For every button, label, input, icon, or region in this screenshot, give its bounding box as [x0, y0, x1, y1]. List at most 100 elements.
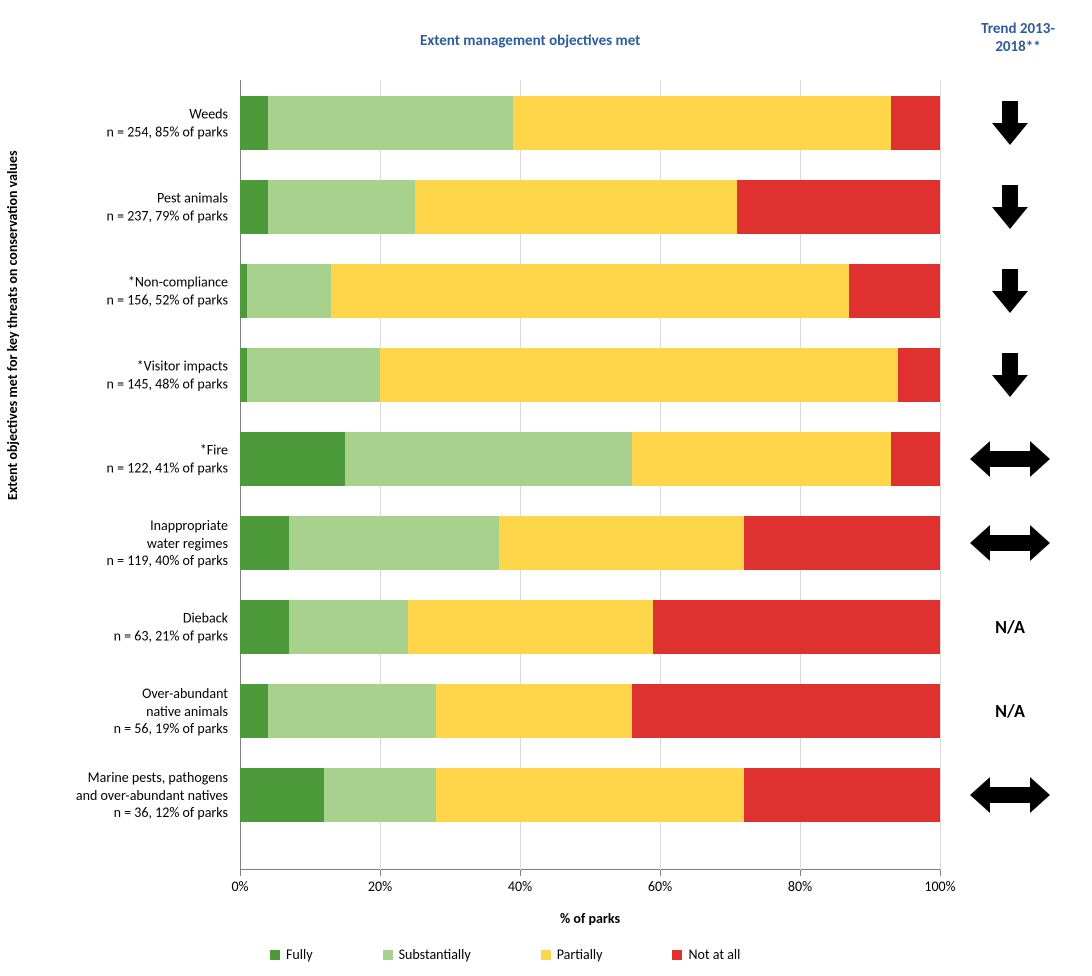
- bar-segment-partially: [499, 516, 744, 570]
- legend-item-partially: Partially: [541, 946, 603, 963]
- bar-segment-fully: [240, 768, 324, 822]
- legend-label-fully: Fully: [286, 946, 313, 963]
- bar-segment-substantially: [289, 600, 408, 654]
- legend-swatch-substantially: [383, 950, 393, 960]
- legend-item-fully: Fully: [270, 946, 313, 963]
- bar-segment-partially: [436, 768, 744, 822]
- trend-stable-icon: [960, 523, 1060, 563]
- trend-down-icon: [960, 267, 1060, 315]
- stacked-bar: [240, 684, 940, 738]
- trend-stable-icon: [960, 439, 1060, 479]
- x-tick-label: 0%: [231, 878, 248, 895]
- row-label: Over-abundantnative animalsn = 56, 19% o…: [18, 685, 228, 738]
- legend: Fully Substantially Partially Not at all: [270, 946, 740, 963]
- chart-title: Extent management objectives met: [420, 32, 640, 50]
- legend-swatch-not-at-all: [672, 950, 682, 960]
- chart-row: Marine pests, pathogensand over-abundant…: [240, 768, 940, 822]
- row-label: Diebackn = 63, 21% of parks: [18, 610, 228, 645]
- bar-segment-partially: [632, 432, 891, 486]
- stacked-bar: [240, 348, 940, 402]
- bar-segment-substantially: [268, 180, 415, 234]
- trend-column-header: Trend 2013-2018**: [968, 20, 1068, 56]
- bar-segment-partially: [436, 684, 632, 738]
- plot-area: % of parks 0%20%40%60%80%100%Weedsn = 25…: [240, 80, 940, 870]
- chart-row: Diebackn = 63, 21% of parks: [240, 600, 940, 654]
- stacked-bar: [240, 516, 940, 570]
- x-tick-label: 80%: [788, 878, 812, 895]
- x-tick-mark: [660, 870, 661, 876]
- x-tick-label: 20%: [368, 878, 392, 895]
- bar-segment-partially: [415, 180, 737, 234]
- bar-segment-fully: [240, 516, 289, 570]
- stacked-bar: [240, 600, 940, 654]
- row-label: *Firen = 122, 41% of parks: [18, 442, 228, 477]
- trend-down-icon: [960, 183, 1060, 231]
- chart-row: *Non-compliancen = 156, 52% of parks: [240, 264, 940, 318]
- x-axis-line: [240, 869, 940, 870]
- bar-segment-not_at_all: [653, 600, 940, 654]
- bar-segment-substantially: [268, 96, 513, 150]
- chart-row: Inappropriatewater regimesn = 119, 40% o…: [240, 516, 940, 570]
- bar-segment-partially: [513, 96, 891, 150]
- trend-down-icon: [960, 99, 1060, 147]
- bar-segment-fully: [240, 600, 289, 654]
- bar-segment-substantially: [247, 348, 380, 402]
- bar-segment-substantially: [324, 768, 436, 822]
- legend-item-not-at-all: Not at all: [672, 946, 740, 963]
- legend-swatch-partially: [541, 950, 551, 960]
- x-tick-mark: [800, 870, 801, 876]
- stacked-bar: [240, 96, 940, 150]
- stacked-bar: [240, 180, 940, 234]
- bar-segment-not_at_all: [898, 348, 940, 402]
- x-tick-mark: [940, 870, 941, 876]
- legend-swatch-fully: [270, 950, 280, 960]
- trend-na-label: N/A: [960, 700, 1060, 722]
- stacked-bar: [240, 768, 940, 822]
- bar-segment-fully: [240, 180, 268, 234]
- trend-down-icon: [960, 351, 1060, 399]
- grid-line: [940, 80, 941, 870]
- x-tick-mark: [380, 870, 381, 876]
- x-tick-label: 40%: [508, 878, 532, 895]
- row-label: Marine pests, pathogensand over-abundant…: [18, 769, 228, 822]
- chart-row: *Firen = 122, 41% of parks: [240, 432, 940, 486]
- x-tick-label: 100%: [924, 878, 955, 895]
- x-axis-label: % of parks: [560, 910, 620, 927]
- bar-segment-fully: [240, 96, 268, 150]
- bar-segment-partially: [331, 264, 849, 318]
- legend-item-substantially: Substantially: [383, 946, 471, 963]
- bar-segment-substantially: [268, 684, 436, 738]
- bar-segment-partially: [380, 348, 898, 402]
- chart-row: Weedsn = 254, 85% of parks: [240, 96, 940, 150]
- stacked-bar: [240, 264, 940, 318]
- x-tick-mark: [520, 870, 521, 876]
- chart-row: *Visitor impactsn = 145, 48% of parks: [240, 348, 940, 402]
- legend-label-partially: Partially: [557, 946, 603, 963]
- bar-segment-not_at_all: [849, 264, 940, 318]
- bar-segment-substantially: [345, 432, 632, 486]
- row-label: Pest animalsn = 237, 79% of parks: [18, 190, 228, 225]
- bar-segment-not_at_all: [891, 96, 940, 150]
- x-tick-mark: [240, 870, 241, 876]
- row-label: Inappropriatewater regimesn = 119, 40% o…: [18, 517, 228, 570]
- row-label: *Non-compliancen = 156, 52% of parks: [18, 274, 228, 309]
- bar-segment-not_at_all: [891, 432, 940, 486]
- bar-segment-fully: [240, 264, 247, 318]
- legend-label-substantially: Substantially: [399, 946, 471, 963]
- bar-segment-fully: [240, 348, 247, 402]
- chart-container: Extent management objectives met Trend 2…: [10, 20, 1068, 956]
- bar-segment-not_at_all: [744, 768, 940, 822]
- chart-row: Pest animalsn = 237, 79% of parks: [240, 180, 940, 234]
- bar-segment-substantially: [247, 264, 331, 318]
- row-label: *Visitor impactsn = 145, 48% of parks: [18, 358, 228, 393]
- bar-segment-fully: [240, 684, 268, 738]
- chart-row: Over-abundantnative animalsn = 56, 19% o…: [240, 684, 940, 738]
- x-tick-label: 60%: [648, 878, 672, 895]
- trend-na-label: N/A: [960, 616, 1060, 638]
- bar-segment-partially: [408, 600, 653, 654]
- bar-segment-fully: [240, 432, 345, 486]
- bar-segment-not_at_all: [737, 180, 940, 234]
- stacked-bar: [240, 432, 940, 486]
- bar-segment-not_at_all: [632, 684, 940, 738]
- row-label: Weedsn = 254, 85% of parks: [18, 106, 228, 141]
